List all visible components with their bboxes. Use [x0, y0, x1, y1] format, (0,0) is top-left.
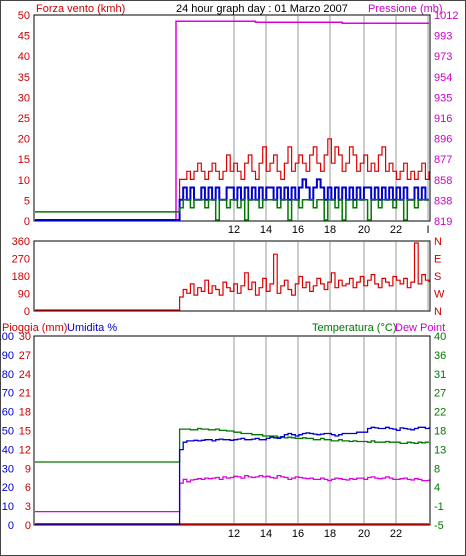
left-tick-label: 30	[18, 92, 30, 104]
direction-plot-frame	[33, 240, 431, 312]
left-tick-label: 50	[18, 10, 30, 22]
left-tick-label: 3	[25, 501, 31, 513]
x-tick-label: I	[426, 224, 429, 236]
right-tick-label: 916	[434, 113, 452, 125]
header-left-title: Forza vento (kmh)	[36, 3, 125, 15]
left-tick-label: 270	[12, 254, 30, 266]
x-tick-label: 12	[228, 528, 240, 540]
x-tick-label: 18	[324, 224, 336, 236]
right-tick-label: 993	[434, 31, 452, 43]
x-tick-label: 22	[390, 224, 402, 236]
left-tick-label: 6	[25, 482, 31, 494]
right-tick-label: 896	[434, 134, 452, 146]
right-tick-label: -5	[434, 520, 444, 532]
right-tick-label: 36	[434, 350, 446, 362]
left-tick-label: 0	[24, 216, 30, 228]
direction-line	[35, 242, 430, 311]
wind-pressure-chart: 0 5 10 15 20 25 30 35 40 45 50 819 838 858 877 896 916 9…	[18, 10, 459, 236]
left-tick-label: 18	[19, 407, 31, 419]
left-tick-label: 10	[18, 175, 30, 187]
x-tick-label: 18	[324, 528, 336, 540]
rain-axis-title: Pioggia (mm)	[2, 322, 67, 334]
left-tick-label: 20	[2, 482, 14, 494]
humidity-line	[35, 426, 430, 525]
right-tick-label: 973	[434, 51, 452, 63]
left-tick-label: 10	[2, 501, 14, 513]
right-tick-label: 40	[434, 331, 446, 343]
right-tick-label: 954	[434, 72, 452, 84]
left-tick-label: 15	[19, 426, 31, 438]
temperature-axis-title: Temperatura (°C)	[312, 322, 396, 334]
left-tick-label: 70	[2, 388, 14, 400]
right-tick-label: 18	[434, 426, 446, 438]
x-tick-label: 20	[358, 224, 370, 236]
x-tick-label: 14	[260, 224, 272, 236]
left-tick-label: 30	[19, 331, 31, 343]
temperature-line	[35, 427, 429, 463]
right-tick-label: 1012	[434, 10, 458, 22]
wind-gust-line	[35, 178, 429, 221]
x-tick-label: 16	[292, 224, 304, 236]
right-tick-label: 31	[434, 369, 446, 381]
header-right-title: Pressione (mb)	[368, 3, 443, 15]
right-tick-label: 877	[434, 154, 452, 166]
left-tick-label: 40	[2, 444, 14, 456]
x-tick-label: 22	[390, 528, 402, 540]
right-tick-label: 27	[434, 388, 446, 400]
x-tick-label: 12	[228, 224, 240, 236]
right-tick-label: 838	[434, 195, 452, 207]
left-tick-label: 60	[2, 407, 14, 419]
left-tick-label: 35	[18, 72, 30, 84]
right-tick-label: E	[434, 254, 441, 266]
left-tick-label: 100	[0, 331, 14, 343]
left-tick-label: 90	[2, 350, 14, 362]
temperature-plot-frame	[33, 335, 431, 526]
x-tick-label: 14	[260, 528, 272, 540]
humidity-axis-title: Umidita %	[67, 322, 117, 334]
header-center-title: 24 hour graph day : 01 Marzo 2007	[176, 3, 348, 15]
dewpoint-line	[35, 474, 430, 513]
dewpoint-axis-title: Dew Point	[395, 322, 445, 334]
right-tick-label: W	[434, 289, 445, 301]
right-tick-label: 935	[434, 92, 452, 104]
right-tick-label: 4	[434, 482, 440, 494]
left-tick-label: 21	[19, 388, 31, 400]
x-tick-label: 20	[358, 528, 370, 540]
left-tick-label: 360	[12, 236, 30, 248]
left-tick-label: 90	[18, 289, 30, 301]
left-tick-label: 0	[25, 520, 31, 532]
left-tick-label: 0	[24, 306, 30, 318]
left-tick-label: 12	[19, 444, 31, 456]
left-tick-label: 30	[2, 463, 14, 475]
rain-humidity-temperature-chart: 0102030405060708090100036912151821242730…	[0, 331, 446, 540]
left-tick-label: 0	[8, 520, 14, 532]
left-tick-label: 9	[25, 463, 31, 475]
left-tick-label: 24	[19, 369, 31, 381]
left-tick-label: 5	[24, 195, 30, 207]
left-tick-label: 180	[12, 271, 30, 283]
left-tick-label: 27	[19, 350, 31, 362]
right-tick-label: 22	[434, 407, 446, 419]
wind-avg-line	[35, 198, 429, 221]
right-tick-label: 13	[434, 444, 446, 456]
right-tick-label: 858	[434, 175, 452, 187]
left-tick-label: 45	[18, 31, 30, 43]
left-tick-label: 15	[18, 154, 30, 166]
x-tick-label: 16	[292, 528, 304, 540]
right-tick-label: 819	[434, 216, 452, 228]
right-tick-label: N	[434, 306, 442, 318]
left-tick-label: 25	[18, 113, 30, 125]
left-tick-label: 20	[18, 134, 30, 146]
wind-pressure-plot-frame	[33, 14, 431, 222]
right-tick-label: N	[434, 236, 442, 248]
left-tick-label: 40	[18, 51, 30, 63]
left-tick-label: 50	[2, 426, 14, 438]
right-tick-label: -1	[434, 501, 444, 513]
right-tick-label: S	[434, 271, 441, 283]
left-tick-label: 80	[2, 369, 14, 381]
right-tick-label: 8	[434, 463, 440, 475]
